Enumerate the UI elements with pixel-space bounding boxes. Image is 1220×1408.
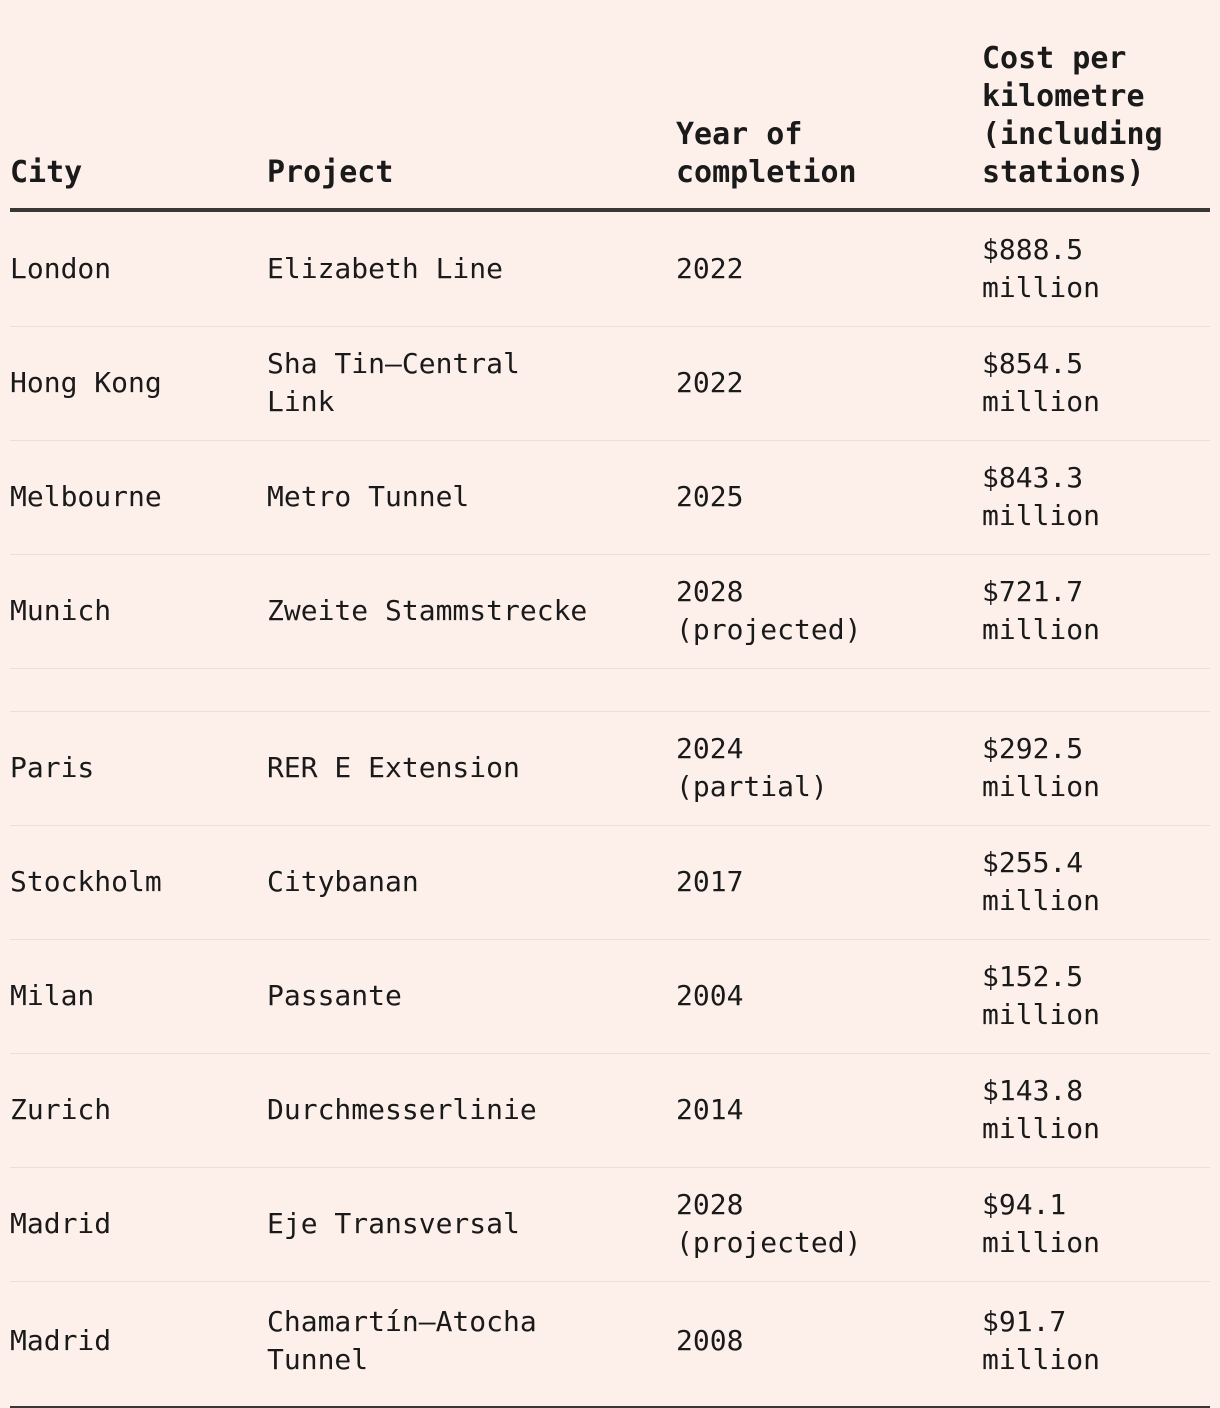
column-header-city: City xyxy=(10,155,83,190)
table-row: Milan Passante 2004 $152.5 million xyxy=(10,939,1210,1053)
cost-cell: $292.5 million xyxy=(982,732,1101,803)
table-row: Stockholm Citybanan 2017 $255.4 million xyxy=(10,825,1210,939)
table-row: London Elizabeth Line 2022 $888.5 million xyxy=(10,210,1210,326)
project-cell: RER E Extension xyxy=(267,751,520,784)
city-cell: Melbourne xyxy=(10,480,162,513)
column-header-project: Project xyxy=(267,155,394,190)
year-cell: 2014 xyxy=(676,1093,744,1126)
table-row: Zurich Durchmesserlinie 2014 $143.8 million xyxy=(10,1053,1210,1167)
table-body: London Elizabeth Line 2022 $888.5 million Ho… xyxy=(10,210,1210,1401)
project-cell: Durchmesserlinie xyxy=(267,1093,537,1126)
cost-cell: $888.5 million xyxy=(982,232,1101,304)
city-cell: Hong Kong xyxy=(10,366,162,399)
table-header-row: City Project Year of completion Cost per… xyxy=(10,0,1210,210)
project-cell: Chamartín–Atocha Tunnel xyxy=(267,1305,537,1377)
table-row: Munich Zweite Stammstrecke 2028 (projected… xyxy=(10,554,1210,668)
table-row: Paris RER E Extension 2024 (partial) $292.5… xyxy=(10,711,1210,825)
year-cell: 2028 (projected) xyxy=(676,1188,862,1259)
cost-cell: $854.5 million xyxy=(982,347,1101,418)
cost-cell: $91.7 million xyxy=(982,1305,1101,1377)
project-cell: Eje Transversal xyxy=(267,1207,520,1240)
city-cell: Zurich xyxy=(10,1093,112,1126)
project-cell: Elizabeth Line xyxy=(267,251,504,285)
year-cell: 2022 xyxy=(676,251,744,285)
project-cell: Metro Tunnel xyxy=(267,480,470,513)
year-cell: 2025 xyxy=(676,480,744,513)
project-cell: Sha Tin–Central Link xyxy=(267,347,520,418)
table-row: Melbourne Metro Tunnel 2025 $843.3 million xyxy=(10,440,1210,554)
column-header-year: Year of completion xyxy=(676,117,857,190)
cost-cell: $143.8 million xyxy=(982,1074,1101,1145)
table-spacer-row xyxy=(10,668,1210,711)
year-cell: 2028 (projected) xyxy=(676,575,862,646)
spacer-cell xyxy=(10,668,1210,711)
cost-cell: $721.7 million xyxy=(982,575,1101,646)
year-cell: 2022 xyxy=(676,366,744,399)
project-cell: Citybanan xyxy=(267,865,419,898)
year-cell: 2004 xyxy=(676,979,744,1012)
cost-cell: $255.4 million xyxy=(982,846,1101,917)
city-cell: Milan xyxy=(10,979,95,1012)
city-cell: Madrid xyxy=(10,1324,112,1358)
cost-cell: $94.1 million xyxy=(982,1188,1101,1259)
table-row: Hong Kong Sha Tin–Central Link 2022 $854.5 … xyxy=(10,326,1210,440)
project-cell: Zweite Stammstrecke xyxy=(267,594,588,627)
column-header-cost: Cost per kilometre (including stations) xyxy=(982,41,1163,190)
city-cell: Paris xyxy=(10,751,95,784)
city-cell: Munich xyxy=(10,594,112,627)
table-bottom-rule xyxy=(10,1406,1210,1408)
table-row: Madrid Eje Transversal 2028 (projected) $94… xyxy=(10,1167,1210,1281)
cost-cell: $152.5 million xyxy=(982,960,1101,1031)
cost-cell: $843.3 million xyxy=(982,461,1101,532)
city-cell: Stockholm xyxy=(10,865,162,898)
city-cell: Madrid xyxy=(10,1207,112,1240)
table-row: Madrid Chamartín–Atocha Tunnel 2008 $91.7 m… xyxy=(10,1281,1210,1401)
year-cell: 2024 (partial) xyxy=(676,732,828,803)
year-cell: 2008 xyxy=(676,1324,744,1358)
city-cell: London xyxy=(10,251,112,285)
cost-per-kilometre-table: City Project Year of completion Cost per… xyxy=(10,0,1210,1401)
project-cell: Passante xyxy=(267,979,402,1012)
year-cell: 2017 xyxy=(676,865,744,898)
